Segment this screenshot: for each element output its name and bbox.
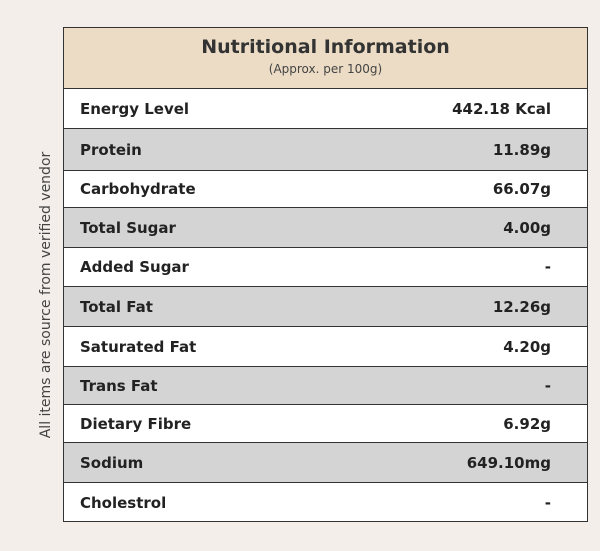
rows: Energy Level 442.18 Kcal Protein 11.89g Carb… [64, 89, 587, 522]
title: Nutritional Information [201, 36, 450, 58]
side-note: All items are source from verified vendo… [38, 151, 54, 439]
nutrient-name: Carbohydrate [80, 180, 196, 198]
nutrient-value: - [544, 493, 551, 512]
nutrient-value: 6.92g [503, 414, 551, 433]
table-row: Dietary Fibre 6.92g [64, 405, 587, 443]
table-row: Energy Level 442.18 Kcal [64, 89, 587, 129]
nutrient-name: Total Fat [80, 297, 153, 316]
nutrient-name: Energy Level [80, 99, 190, 118]
table-row: Saturated Fat 4.20g [64, 327, 587, 367]
nutrient-value: - [544, 376, 551, 395]
nutrient-name: Total Sugar [80, 218, 176, 237]
nutrient-value: 66.07g [492, 180, 551, 198]
nutrient-name: Cholestrol [80, 493, 167, 512]
table-header: Nutritional Information (Approx. per 100… [64, 28, 587, 89]
table-row: Trans Fat - [64, 367, 587, 405]
table-row: Total Fat 12.26g [64, 287, 587, 327]
nutrient-name: Protein [80, 140, 142, 159]
table-row: Cholestrol - [64, 483, 587, 522]
nutrient-value: - [544, 258, 551, 276]
nutrient-value: 4.20g [503, 337, 551, 356]
table-row: Protein 11.89g [64, 129, 587, 171]
nutrient-name: Added Sugar [80, 258, 189, 276]
nutrition-table: Nutritional Information (Approx. per 100… [63, 27, 588, 522]
subtitle: (Approx. per 100g) [268, 62, 383, 76]
nutrient-value: 11.89g [492, 140, 551, 159]
nutrient-value: 12.26g [492, 297, 551, 316]
table-row: Total Sugar 4.00g [64, 208, 587, 248]
nutrient-name: Sodium [80, 453, 144, 472]
nutrient-value: 4.00g [503, 218, 551, 237]
nutrient-name: Dietary Fibre [80, 414, 192, 433]
nutrient-value: 442.18 Kcal [452, 99, 551, 118]
table-row: Carbohydrate 66.07g [64, 171, 587, 208]
nutrient-value: 649.10mg [466, 453, 551, 472]
nutrient-name: Trans Fat [80, 376, 158, 395]
nutrient-name: Saturated Fat [80, 337, 197, 356]
table-row: Added Sugar - [64, 248, 587, 287]
table-row: Sodium 649.10mg [64, 443, 587, 483]
